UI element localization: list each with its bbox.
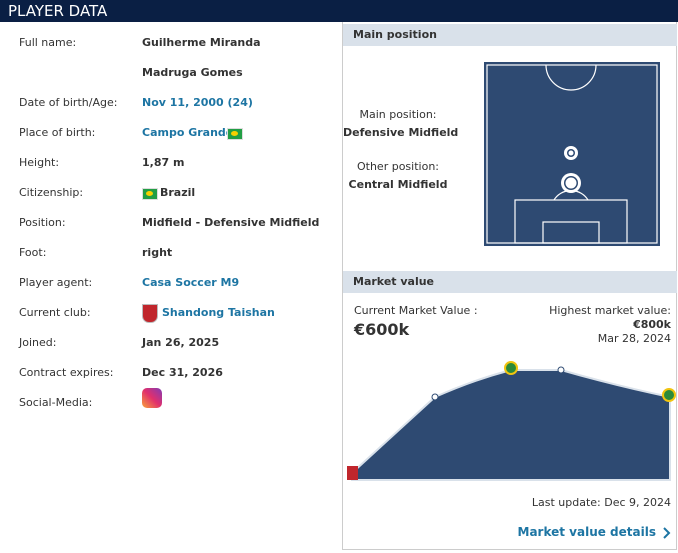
- section-title: Main position: [343, 24, 677, 46]
- row-value[interactable]: Shandong Taishan: [162, 306, 275, 319]
- main-value: Defensive Midfield: [343, 126, 459, 139]
- header-bar: [0, 0, 678, 22]
- row-value: Dec 31, 2026: [142, 366, 223, 379]
- row-value: Midfield - Defensive Midfield: [142, 216, 320, 229]
- row-label: Social-Media:: [19, 396, 93, 409]
- row-value: Brazil: [160, 186, 196, 199]
- pitch: [484, 62, 660, 246]
- current-value: €600k: [354, 320, 410, 339]
- row-label: Date of birth/Age:: [19, 96, 118, 109]
- last-update: Last update: Dec 9, 2024: [531, 496, 671, 509]
- row-label: Place of birth:: [19, 126, 96, 139]
- row-label: Foot:: [19, 246, 47, 259]
- row-label: Height:: [19, 156, 60, 169]
- row-label: Citizenship:: [19, 186, 84, 199]
- row-label: Position:: [19, 216, 66, 229]
- club-crest: [142, 304, 158, 323]
- row-value[interactable]: Campo Grande: [142, 126, 234, 139]
- main-label: Main position:: [359, 108, 437, 121]
- row-value: 1,87 m: [142, 156, 185, 169]
- row-label: Current club:: [19, 306, 91, 319]
- flag-icon: [227, 128, 243, 140]
- details-link[interactable]: Market value details: [517, 525, 657, 539]
- highest-label: Highest market value:: [549, 304, 671, 317]
- row-value: right: [142, 246, 173, 259]
- other-value: Central Midfield: [348, 178, 448, 191]
- highest-date: Mar 28, 2024: [597, 332, 671, 345]
- row-value[interactable]: Casa Soccer M9: [142, 276, 240, 289]
- row-value: Guilherme Miranda Madruga Gomes: [142, 36, 261, 79]
- row-value[interactable]: Nov 11, 2000 (24): [142, 96, 253, 109]
- chevron[interactable]: [663, 527, 671, 539]
- other-label: Other position:: [356, 160, 439, 173]
- highest-value: €800k: [633, 318, 671, 331]
- row-value: Jan 26, 2025: [142, 336, 220, 349]
- section-title: Market value: [343, 271, 677, 293]
- header-title: PLAYER DATA: [8, 2, 108, 20]
- flag-icon: [142, 188, 158, 200]
- row-label: Player agent:: [19, 276, 93, 289]
- row-label: Full name:: [19, 36, 77, 49]
- instagram-icon[interactable]: [142, 388, 162, 408]
- highest: Highest market value: €800k Mar 28, 2024: [549, 304, 671, 346]
- row-label: Contract expires:: [19, 366, 114, 379]
- positions: Main position: Defensive Midfield Other …: [343, 106, 459, 194]
- current-label: Current Market Value :: [354, 304, 478, 317]
- row-label: Joined:: [19, 336, 57, 349]
- market-value-graph: [347, 361, 676, 481]
